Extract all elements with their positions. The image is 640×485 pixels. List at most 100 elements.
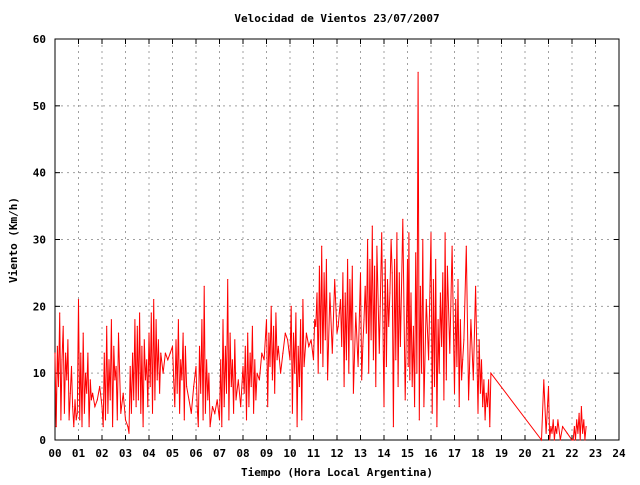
data-point xyxy=(543,379,545,381)
data-point xyxy=(482,406,484,408)
data-point xyxy=(347,258,349,261)
data-point xyxy=(363,319,365,321)
data-point xyxy=(229,332,231,334)
data-point xyxy=(475,285,477,287)
data-point xyxy=(107,412,109,414)
data-point xyxy=(247,332,249,334)
data-point xyxy=(477,412,479,414)
data-point xyxy=(580,406,583,408)
data-point xyxy=(141,345,143,347)
data-point xyxy=(375,385,377,388)
axes xyxy=(54,38,620,441)
data-point xyxy=(134,319,136,321)
data-point xyxy=(122,392,124,394)
data-point xyxy=(89,379,91,381)
data-point xyxy=(68,419,70,421)
data-point xyxy=(552,419,554,421)
data-point xyxy=(478,339,480,341)
data-point xyxy=(433,385,436,388)
data-point xyxy=(461,379,463,381)
data-point xyxy=(557,419,559,421)
data-point xyxy=(432,279,434,281)
y-tick-label: 10 xyxy=(33,367,46,380)
data-point xyxy=(146,359,148,361)
data-point xyxy=(300,319,302,321)
y-tick-label: 50 xyxy=(33,100,46,113)
data-point xyxy=(211,406,214,408)
data-point xyxy=(82,332,84,334)
data-point xyxy=(209,426,211,428)
data-point xyxy=(140,412,142,414)
data-point xyxy=(167,359,169,361)
data-point xyxy=(153,299,155,301)
data-point xyxy=(180,359,182,361)
data-point xyxy=(323,272,325,274)
data-point xyxy=(423,406,425,408)
data-point xyxy=(176,392,178,394)
data-point xyxy=(206,359,208,361)
data-point xyxy=(154,399,156,401)
data-point xyxy=(410,292,412,294)
data-point xyxy=(556,432,558,434)
x-tick-label: 24 xyxy=(612,447,626,460)
data-point xyxy=(463,339,465,341)
data-point xyxy=(550,426,552,428)
data-point xyxy=(171,345,174,347)
data-point xyxy=(139,312,141,314)
data-point xyxy=(489,426,491,428)
data-point xyxy=(150,312,152,314)
data-point xyxy=(435,258,437,261)
data-point xyxy=(394,258,396,261)
data-point xyxy=(116,419,118,421)
data-point xyxy=(310,339,312,341)
data-point xyxy=(345,359,347,361)
data-point xyxy=(65,352,67,354)
data-point xyxy=(56,345,59,347)
data-point xyxy=(196,406,198,408)
x-axis-label: Tiempo (Hora Local Argentina) xyxy=(241,466,433,479)
data-point xyxy=(562,426,564,428)
data-point xyxy=(177,319,179,321)
data-point xyxy=(455,299,457,301)
data-point xyxy=(55,426,57,428)
data-point xyxy=(584,439,586,441)
data-point xyxy=(295,312,297,314)
data-point xyxy=(113,345,115,347)
data-point xyxy=(280,372,282,374)
data-point xyxy=(415,252,417,254)
x-tick-label: 08 xyxy=(236,447,249,460)
data-point xyxy=(190,412,192,414)
data-point xyxy=(443,399,445,401)
data-point xyxy=(322,365,324,368)
data-point xyxy=(425,299,427,301)
data-point xyxy=(224,345,226,347)
data-point xyxy=(559,439,561,441)
data-point xyxy=(265,319,268,321)
data-point xyxy=(383,406,385,408)
data-point xyxy=(250,385,252,388)
data-point xyxy=(245,419,248,421)
data-point xyxy=(583,419,585,421)
data-point xyxy=(327,379,329,381)
data-point xyxy=(261,352,263,354)
data-point xyxy=(430,232,432,234)
data-point xyxy=(256,372,258,374)
y-axis-label: Viento (Km/h) xyxy=(7,197,20,283)
data-point xyxy=(439,292,441,294)
data-point xyxy=(214,412,216,414)
data-point xyxy=(129,365,131,368)
data-point xyxy=(275,312,277,314)
data-point xyxy=(271,379,273,381)
data-point xyxy=(446,265,448,267)
data-point xyxy=(336,332,338,334)
data-point xyxy=(547,385,550,388)
y-tick-label: 30 xyxy=(33,234,46,247)
data-point xyxy=(320,352,322,354)
data-point xyxy=(174,406,176,408)
y-tick-label: 20 xyxy=(33,300,46,313)
data-point xyxy=(222,319,224,321)
chart-title: Velocidad de Vientos 23/07/2007 xyxy=(234,12,439,25)
data-point xyxy=(436,426,438,428)
data-point xyxy=(449,352,451,354)
data-point xyxy=(391,272,393,274)
